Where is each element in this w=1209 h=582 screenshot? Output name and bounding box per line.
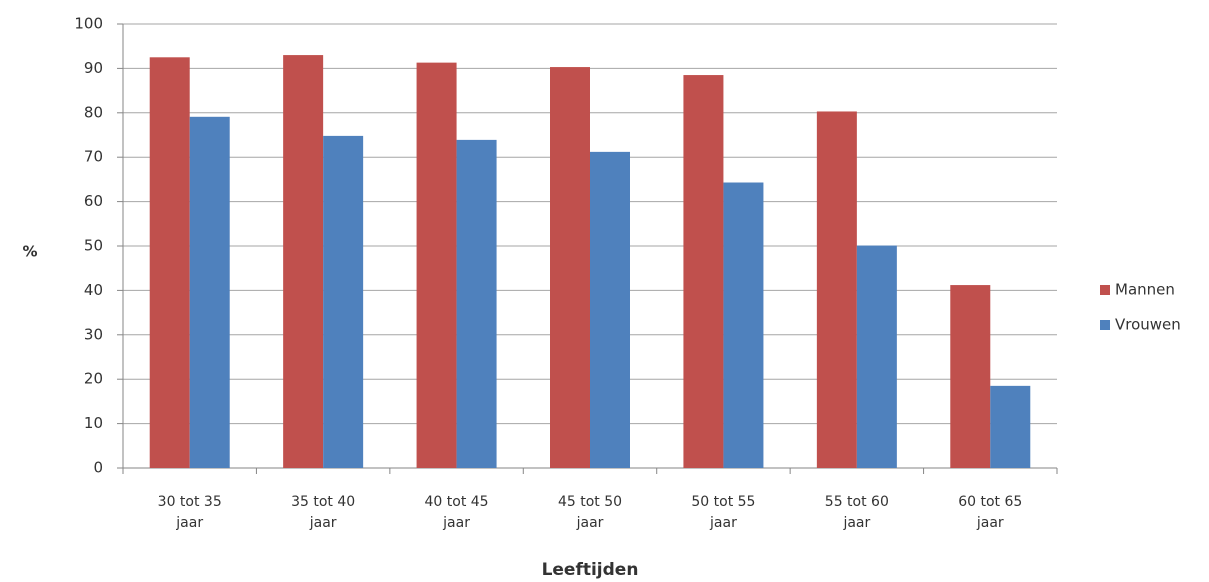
y-tick-label: 20 [84,370,103,388]
bar [723,182,764,468]
bar [189,116,230,469]
x-tick-label: 60 tot 65 jaar [958,494,1023,531]
bar [323,135,364,468]
bar [550,67,590,469]
x-tick-label: 40 tot 45 jaar [424,494,489,531]
y-tick-label: 90 [84,59,103,77]
y-tick-label: 50 [84,237,103,255]
y-tick-label: 10 [84,414,103,432]
legend-label: Mannen [1115,281,1175,299]
bar [950,285,991,468]
y-tick-label: 0 [93,459,103,477]
bar [856,245,897,468]
y-tick-label: 70 [84,148,103,166]
y-tick-label: 100 [74,15,103,33]
legend-label: Vrouwen [1115,316,1181,334]
bar [456,139,497,468]
y-tick-label: 40 [84,281,103,299]
x-tick-label: 35 tot 40 jaar [291,494,356,531]
bar [416,62,457,469]
bar [990,385,1031,468]
bar [683,75,724,468]
legend-swatch [1100,285,1110,295]
bar [149,57,190,469]
bar [283,55,324,469]
x-tick-label: 55 tot 60 jaar [824,494,889,531]
x-axis-label: Leeftijden [542,560,639,580]
bar [590,151,630,468]
x-tick-label: 50 tot 55 jaar [691,494,756,531]
x-tick-label: 30 tot 35 jaar [157,494,222,531]
y-tick-label: 60 [84,192,103,210]
y-axis-label: % [22,243,37,261]
legend-swatch [1100,320,1110,330]
y-tick-label: 30 [84,325,103,343]
bar [816,111,857,468]
y-tick-label: 80 [84,103,103,121]
x-tick-label: 45 tot 50 jaar [557,494,623,531]
